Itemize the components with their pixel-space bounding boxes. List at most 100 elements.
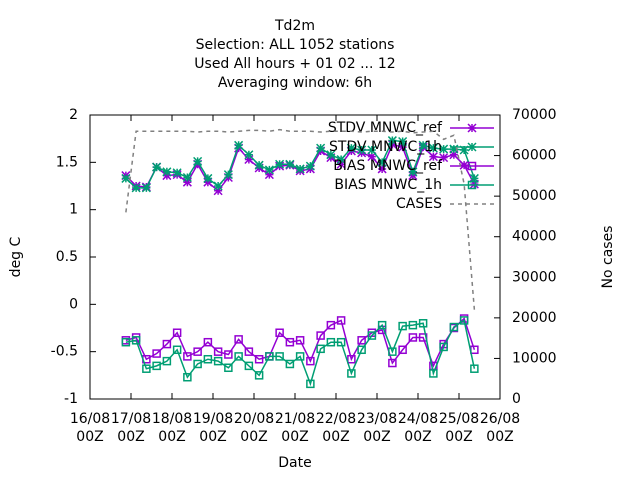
data-point <box>172 168 182 178</box>
data-point <box>388 347 397 356</box>
x-tick-label: 21/08 00Z <box>274 411 316 445</box>
data-point <box>275 328 284 337</box>
data-point <box>316 331 325 340</box>
data-point <box>357 336 366 345</box>
y2-axis-label: No cases <box>600 226 616 289</box>
y2-tick-label: 60000 <box>512 148 557 164</box>
data-point <box>264 165 274 175</box>
x-tick-label: 23/08 00Z <box>356 411 398 445</box>
data-point <box>469 173 479 183</box>
y2-tick-label: 0 <box>512 391 521 407</box>
data-point <box>182 177 192 187</box>
data-point <box>224 350 233 359</box>
data-point <box>388 358 397 368</box>
x-tick-label: 22/08 00Z <box>315 411 357 445</box>
data-point <box>244 361 254 371</box>
data-point <box>254 371 264 380</box>
x-tick-label: 24/08 00Z <box>397 411 439 445</box>
data-point <box>244 347 254 356</box>
y-tick-label: 1 <box>69 202 78 218</box>
data-point <box>152 361 161 371</box>
data-point <box>449 322 459 332</box>
data-point <box>367 152 377 162</box>
data-point <box>295 164 305 174</box>
data-point <box>347 369 356 378</box>
legend-marker <box>467 123 477 133</box>
y-tick-label: -0.5 <box>51 344 78 360</box>
chart-title: Averaging window: 6h <box>218 75 372 91</box>
series-line <box>125 317 476 368</box>
data-point <box>234 335 243 344</box>
data-point <box>234 140 244 150</box>
data-point <box>244 150 254 160</box>
data-point <box>254 354 264 364</box>
x-tick-label: 19/08 00Z <box>192 411 234 445</box>
data-point <box>162 339 172 349</box>
data-point <box>336 316 346 325</box>
data-point <box>254 160 264 170</box>
chart-title: Selection: ALL 1052 stations <box>196 37 395 53</box>
chart-title: Used All hours + 01 02 ... 12 <box>194 56 395 72</box>
data-point <box>398 321 407 331</box>
data-point <box>121 337 131 347</box>
data-point <box>377 164 387 174</box>
data-point <box>224 363 233 373</box>
data-point <box>459 145 469 155</box>
data-point <box>131 183 141 193</box>
data-point <box>449 144 459 154</box>
data-point <box>408 167 418 177</box>
data-point <box>244 154 254 165</box>
data-point <box>439 144 449 154</box>
data-point <box>326 150 336 160</box>
data-point <box>223 170 233 180</box>
legend-label: STDV MNWC_ref <box>328 120 443 136</box>
data-point <box>470 364 479 373</box>
legend-label: BIAS MNWC_1h <box>334 177 442 193</box>
data-point <box>377 157 387 167</box>
legend-label: CASES <box>396 196 442 212</box>
data-point <box>193 156 203 166</box>
y-tick-label: 0.5 <box>56 249 78 265</box>
data-point <box>459 316 469 325</box>
data-point <box>449 150 459 160</box>
legend-marker <box>467 142 477 152</box>
data-point <box>152 349 161 358</box>
data-point <box>326 337 336 347</box>
data-point <box>377 320 387 330</box>
data-point <box>172 328 182 337</box>
data-point <box>306 356 315 366</box>
y2-tick-label: 10000 <box>512 350 557 366</box>
x-tick-label: 26/08 00Z <box>479 411 521 445</box>
data-point <box>234 352 243 361</box>
data-point <box>193 359 202 369</box>
data-point <box>357 145 367 155</box>
data-point <box>203 337 213 347</box>
data-point <box>469 179 479 189</box>
data-point <box>408 333 418 342</box>
data-point <box>172 345 182 355</box>
data-point <box>428 143 438 153</box>
data-point <box>142 364 151 373</box>
data-point <box>459 160 469 170</box>
data-point <box>387 136 397 146</box>
chart-title: Td2m <box>274 18 315 34</box>
data-point <box>336 154 346 165</box>
data-point <box>367 331 377 340</box>
data-point <box>121 173 131 183</box>
y2-tick-label: 70000 <box>512 107 557 123</box>
data-point <box>439 153 449 163</box>
y-tick-label: -1 <box>64 391 78 407</box>
data-point <box>162 167 172 177</box>
data-point <box>357 345 366 355</box>
data-point <box>193 347 202 356</box>
data-point <box>183 352 192 361</box>
y-axis-label: deg C <box>8 236 24 277</box>
data-point <box>336 159 346 169</box>
data-point <box>346 143 356 153</box>
legend-marker <box>467 161 477 171</box>
data-point <box>347 354 356 364</box>
data-point <box>398 136 408 147</box>
data-point <box>285 159 295 169</box>
